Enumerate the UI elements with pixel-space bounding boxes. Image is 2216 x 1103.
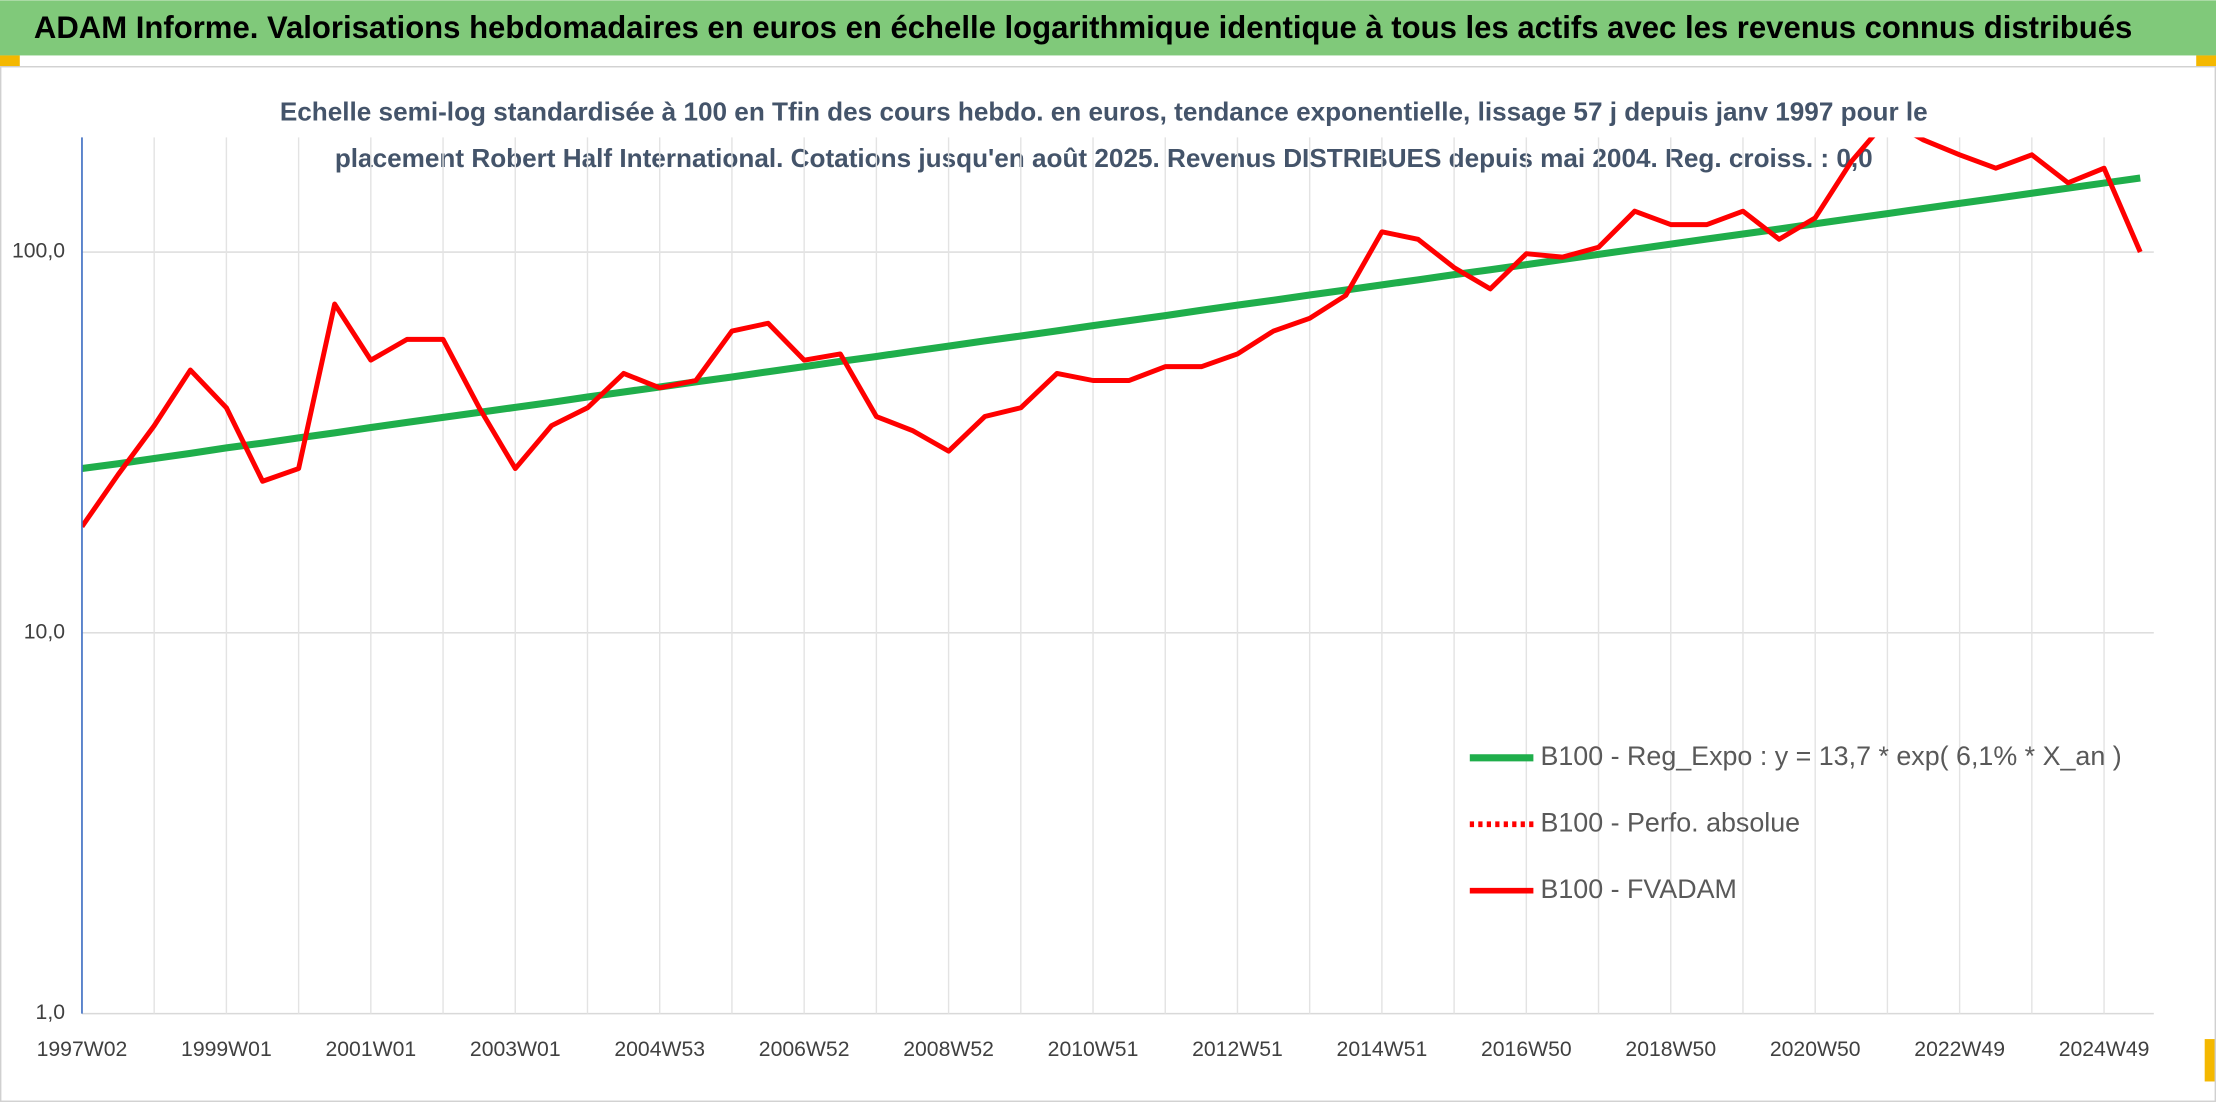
grid: 1,0 10,0 100,0 1997W02 1999W01 2001W01 2003W01… <box>12 137 2154 1061</box>
chart-title: ADAM Informe. Valorisations hebdomadaire… <box>34 10 2132 45</box>
x-tick-label: 2003W01 <box>470 1038 561 1061</box>
x-tick-label: 2016W50 <box>1481 1038 1572 1061</box>
x-tick-label: 2006W52 <box>759 1038 850 1061</box>
corner <box>2204 1039 2216 1082</box>
x-tick-label: 2020W50 <box>1770 1038 1861 1061</box>
subtitle: placement Robert Half International. Cot… <box>335 143 1873 173</box>
legend-label: B100 - FVADAM <box>1540 874 1736 904</box>
x-tick-label: 1999W01 <box>181 1038 272 1061</box>
plot <box>81 137 2143 529</box>
x-tick-label: 2008W52 <box>903 1038 994 1061</box>
x-tick-label: 2014W51 <box>1337 1038 1428 1061</box>
corner <box>0 55 20 67</box>
legend-label: B100 - Perfo. absolue <box>1540 807 1800 837</box>
x-tick-label: 2010W51 <box>1048 1038 1139 1061</box>
x-tick-label: 1997W02 <box>37 1038 128 1061</box>
frame <box>0 66 2216 1102</box>
x-tick-label: 2012W51 <box>1192 1038 1283 1061</box>
x-tick-label: 2004W53 <box>614 1038 705 1061</box>
x-tick-label: 2018W50 <box>1625 1038 1716 1061</box>
corner <box>2196 55 2216 67</box>
x-tick-label: 2001W01 <box>325 1038 416 1061</box>
y-tick-label: 10,0 <box>24 620 65 643</box>
x-tick-label: 2024W49 <box>2059 1038 2150 1061</box>
subtitle: Echelle semi-log standardisée à 100 en T… <box>280 96 1928 126</box>
y-tick-label: 100,0 <box>12 240 65 263</box>
series-line <box>81 137 2143 529</box>
title-bar <box>0 0 2216 56</box>
y-tick-label: 1,0 <box>36 1001 65 1024</box>
legend-label: B100 - Reg_Expo : y = 13,7 * exp( 6,1% *… <box>1540 741 2121 771</box>
legend: B100 - Reg_Expo : y = 13,7 * exp( 6,1% *… <box>1469 741 2122 904</box>
x-tick-label: 2022W49 <box>1914 1038 2005 1061</box>
